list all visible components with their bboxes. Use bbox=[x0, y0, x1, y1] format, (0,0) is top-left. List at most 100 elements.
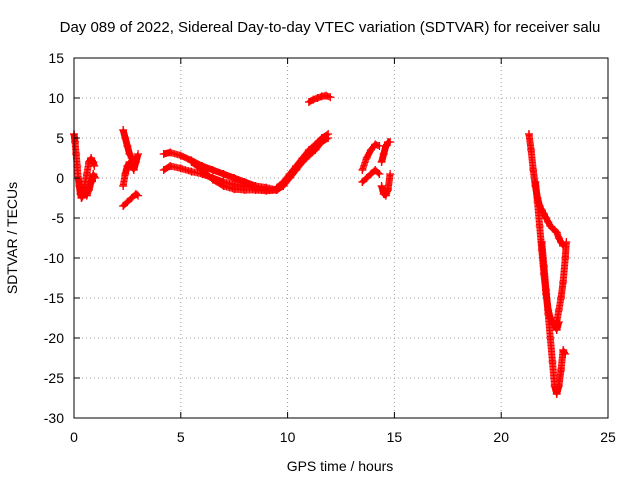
data-point bbox=[358, 178, 367, 186]
data-point bbox=[262, 186, 271, 195]
data-point bbox=[187, 158, 196, 166]
data-point bbox=[317, 134, 326, 142]
data-point bbox=[219, 170, 228, 178]
x-tick-label: 25 bbox=[600, 429, 616, 445]
data-point bbox=[309, 95, 318, 104]
data-point bbox=[377, 182, 386, 190]
data-point bbox=[552, 390, 561, 398]
y-tick-label: -30 bbox=[44, 410, 64, 426]
data-point bbox=[559, 278, 568, 286]
data-point bbox=[362, 154, 371, 162]
data-point bbox=[554, 306, 563, 314]
data-point bbox=[537, 238, 546, 246]
y-axis-label: SDTVAR / TECUs bbox=[4, 182, 20, 294]
data-point bbox=[304, 146, 313, 154]
series-arc-e bbox=[119, 150, 143, 190]
data-point bbox=[358, 166, 367, 174]
data-point bbox=[121, 134, 130, 142]
series-arc-n bbox=[358, 166, 384, 186]
data-point bbox=[524, 130, 533, 138]
data-point bbox=[119, 126, 128, 134]
y-tick-label: -15 bbox=[44, 290, 64, 306]
x-tick-label: 5 bbox=[177, 429, 185, 445]
data-point bbox=[386, 138, 395, 146]
data-point bbox=[89, 158, 98, 166]
data-point bbox=[121, 170, 130, 178]
data-point bbox=[304, 98, 313, 106]
x-tick-label: 15 bbox=[387, 429, 403, 445]
data-point bbox=[554, 382, 563, 390]
data-point bbox=[87, 178, 96, 186]
data-point bbox=[557, 294, 566, 302]
data-point bbox=[166, 148, 175, 157]
data-point bbox=[127, 194, 136, 202]
data-point bbox=[383, 186, 392, 194]
data-point bbox=[73, 162, 82, 170]
data-point bbox=[72, 150, 81, 158]
series-arc-f bbox=[119, 190, 143, 210]
data-point bbox=[562, 238, 571, 246]
axis-ticks: 0 5 10 15 20 25 15 10 5 0 -5 -10 -15 -20 -25 -30 bbox=[44, 50, 616, 445]
data-point bbox=[176, 164, 185, 173]
data-point bbox=[84, 186, 93, 194]
data-point bbox=[561, 350, 570, 358]
series-arc-p bbox=[377, 170, 395, 200]
data-point bbox=[123, 142, 132, 150]
data-point bbox=[123, 198, 132, 206]
data-point bbox=[91, 174, 100, 182]
data-point bbox=[557, 366, 566, 374]
y-tick-label: 0 bbox=[56, 170, 64, 186]
data-point bbox=[166, 162, 175, 170]
data-point bbox=[531, 178, 540, 186]
data-point bbox=[187, 167, 196, 176]
data-point bbox=[251, 186, 260, 194]
data-point bbox=[272, 183, 281, 192]
x-tick-label: 0 bbox=[70, 429, 78, 445]
data-point bbox=[548, 358, 557, 366]
series-arc-c bbox=[80, 170, 100, 200]
data-point bbox=[313, 94, 322, 102]
data-point bbox=[82, 191, 91, 200]
data-point bbox=[317, 92, 326, 101]
plot-area bbox=[70, 91, 571, 398]
data-point bbox=[552, 318, 561, 326]
series-arc-q bbox=[524, 130, 568, 250]
series-arc-t bbox=[552, 238, 571, 326]
data-point bbox=[375, 170, 384, 178]
y-tick-label: -25 bbox=[44, 370, 64, 386]
series-arc-s bbox=[537, 238, 570, 398]
data-point bbox=[129, 166, 138, 174]
grid-lines bbox=[74, 58, 608, 418]
data-point bbox=[535, 222, 544, 230]
data-point bbox=[298, 154, 307, 162]
data-point bbox=[279, 178, 288, 186]
x-tick-label: 20 bbox=[493, 429, 509, 445]
data-point bbox=[366, 170, 375, 178]
data-point bbox=[362, 174, 371, 182]
data-point bbox=[377, 158, 386, 166]
data-point bbox=[542, 286, 551, 294]
data-point bbox=[366, 146, 375, 154]
y-tick-label: -5 bbox=[52, 210, 65, 226]
series-arc-l bbox=[304, 91, 335, 106]
data-point bbox=[240, 186, 249, 194]
series-arc-i bbox=[187, 158, 281, 195]
data-point bbox=[322, 91, 331, 100]
data-point bbox=[159, 150, 168, 158]
data-point bbox=[230, 185, 239, 194]
plot-frame bbox=[73, 57, 609, 419]
data-point bbox=[386, 170, 395, 178]
data-point bbox=[119, 202, 128, 210]
y-tick-label: -20 bbox=[44, 330, 64, 346]
data-point bbox=[552, 326, 561, 334]
data-point bbox=[134, 191, 143, 200]
y-tick-label: 10 bbox=[48, 90, 64, 106]
series-arc-o bbox=[377, 138, 395, 166]
data-point bbox=[381, 191, 390, 200]
data-point bbox=[544, 310, 553, 318]
series-arc-k bbox=[272, 130, 333, 192]
data-point bbox=[219, 182, 228, 190]
data-point bbox=[208, 166, 217, 174]
data-point bbox=[533, 198, 542, 206]
